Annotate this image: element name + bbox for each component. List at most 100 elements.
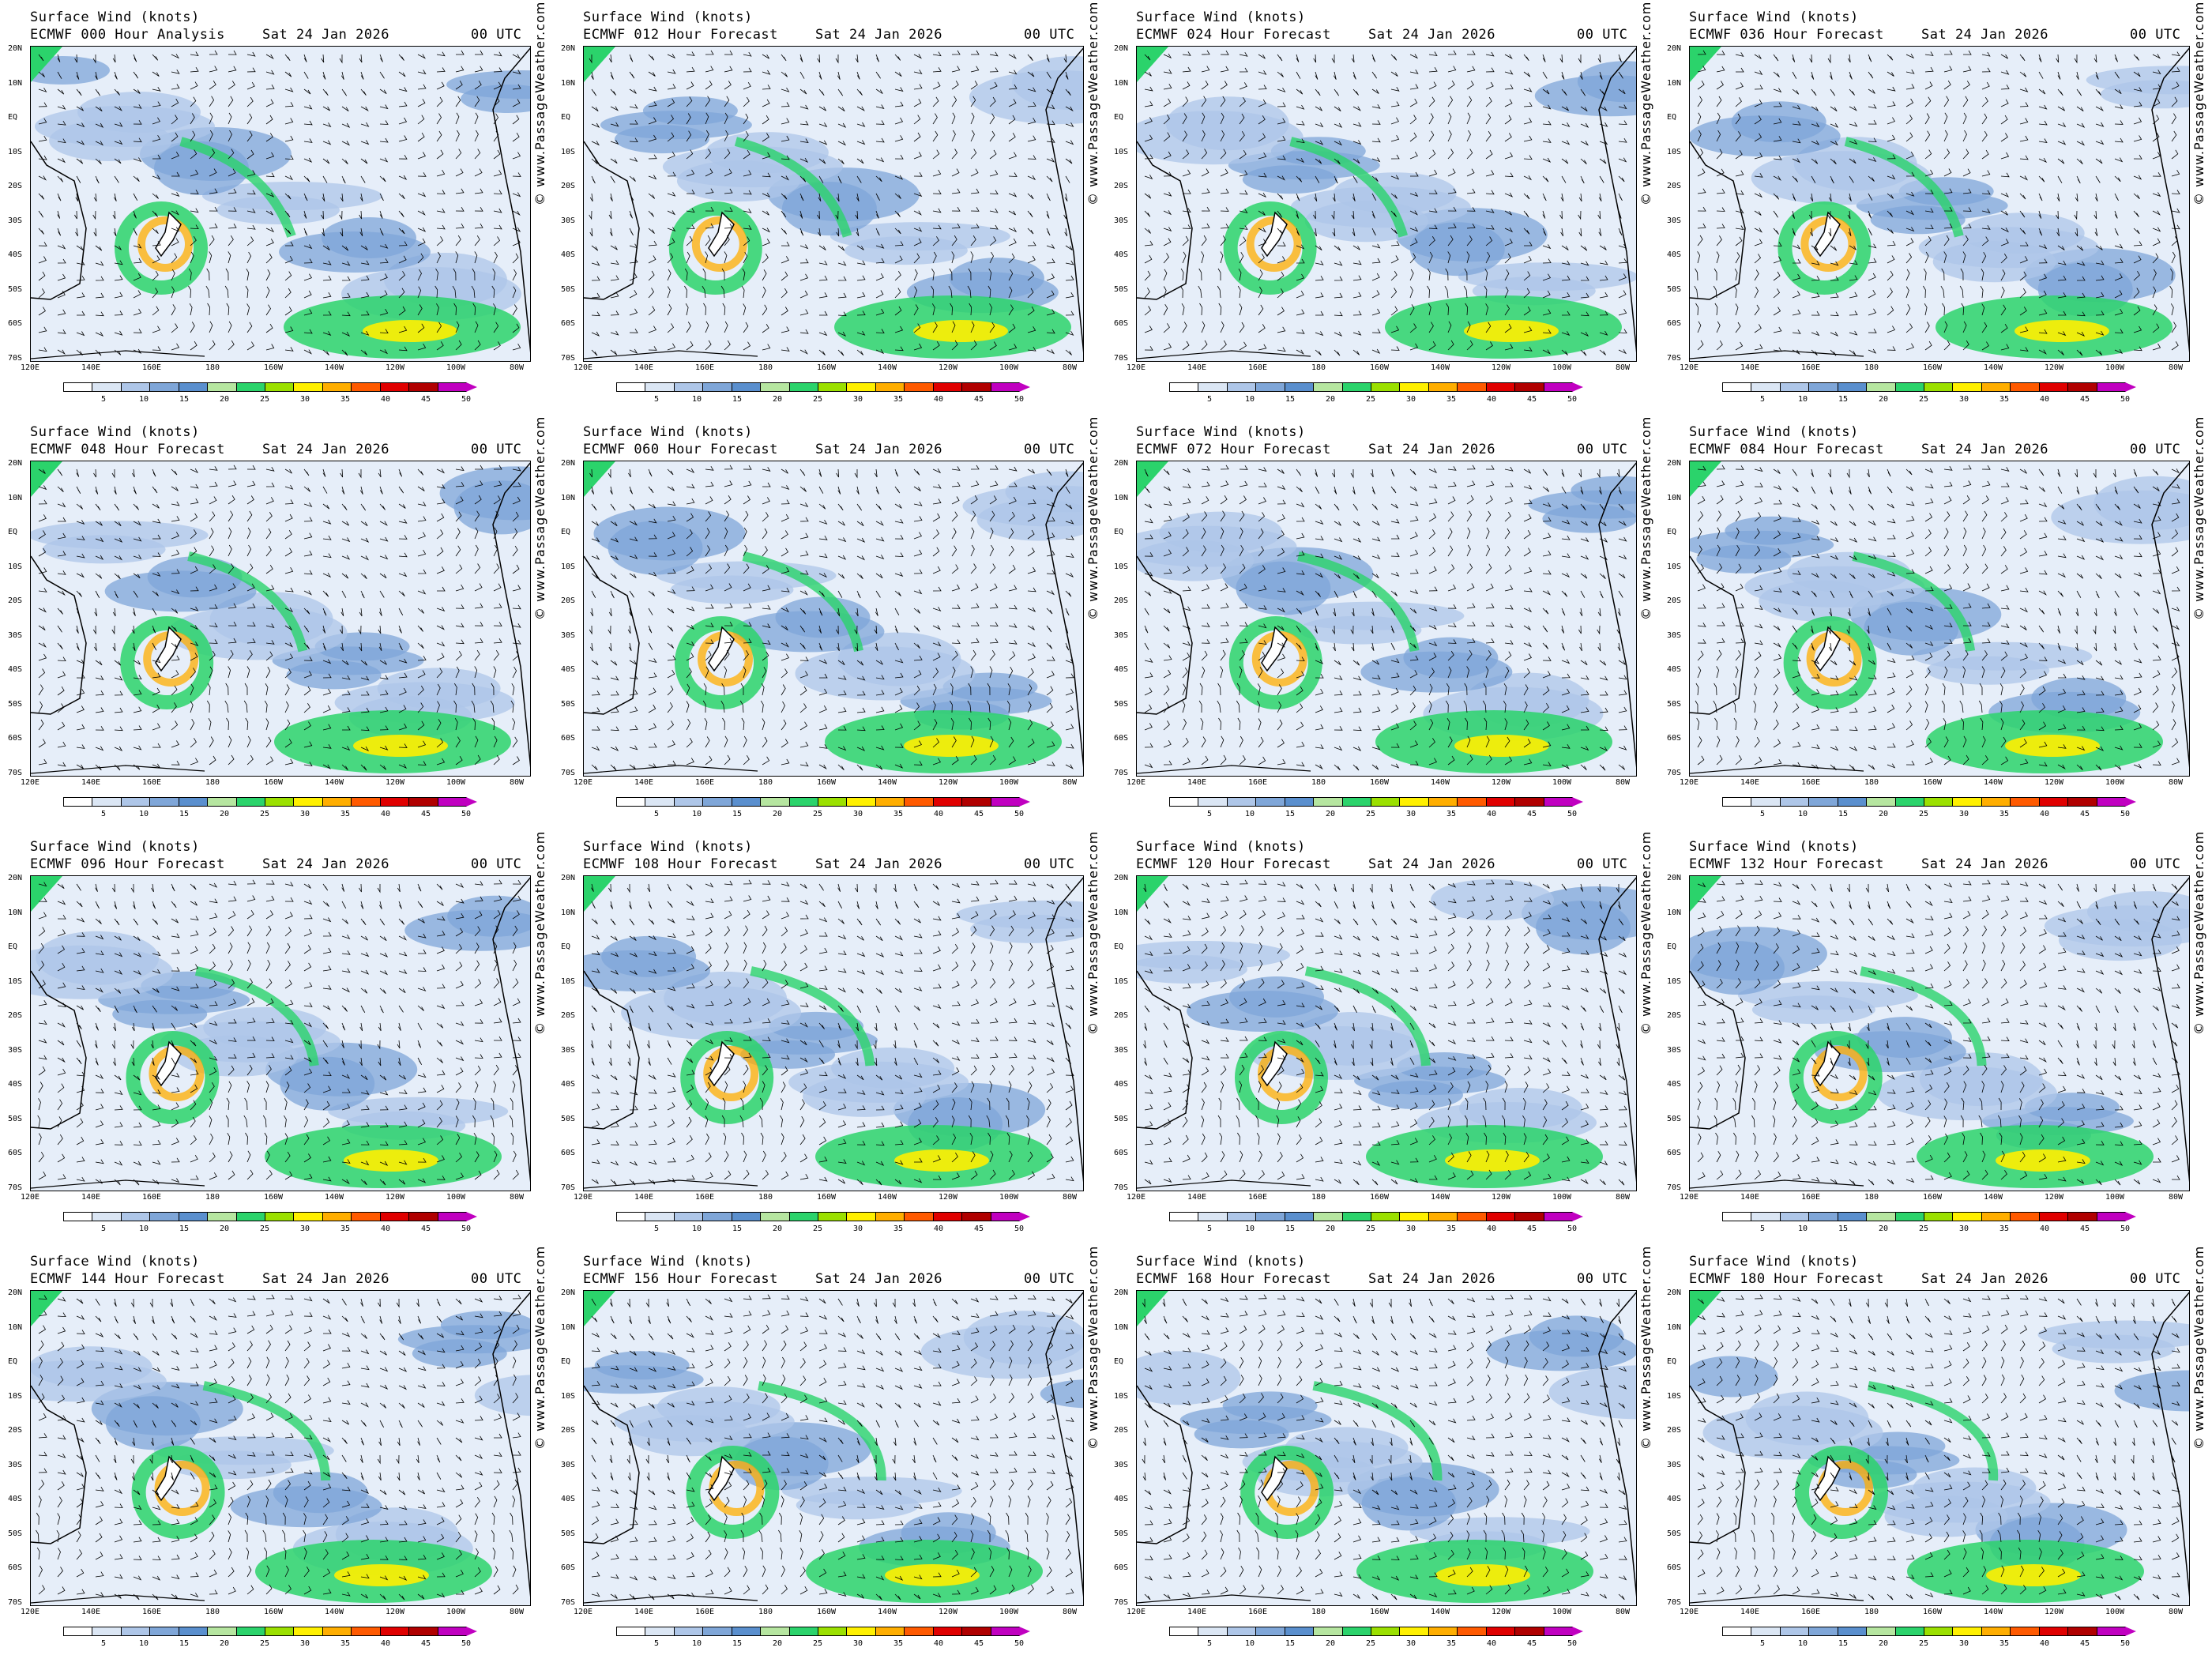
- wind-barb: [1735, 113, 1741, 125]
- wind-barb: [724, 149, 731, 160]
- wind-barb: [228, 130, 232, 142]
- wind-barb: [95, 573, 103, 579]
- colorbar-segment: [1169, 797, 1199, 807]
- wind-barb: [1144, 54, 1151, 61]
- wind-barb: [2152, 54, 2161, 59]
- wind-barb: [38, 653, 47, 661]
- wind-barb: [1046, 329, 1055, 334]
- wind-barb: [417, 269, 422, 281]
- wind-map: [1689, 461, 2190, 777]
- wind-barb: [2074, 210, 2078, 220]
- wind-barb: [1887, 255, 1895, 264]
- wind-barb: [152, 270, 159, 281]
- wind-barb: [1981, 209, 1991, 213]
- wind-barb: [2075, 228, 2078, 237]
- colorbar-label: 40: [2039, 810, 2050, 818]
- wind-barb: [322, 673, 332, 679]
- wind-barb: [2057, 88, 2063, 96]
- wind-barb: [493, 130, 499, 142]
- wind-barb: [171, 253, 178, 264]
- colorbar-segment: [92, 1212, 122, 1221]
- wind-barb: [610, 122, 619, 127]
- wind-barb: [1008, 344, 1018, 351]
- wind-barb: [453, 683, 457, 696]
- wind-barb: [190, 606, 199, 611]
- colorbar-segment: [379, 797, 410, 807]
- forecast-label: ECMWF 012 Hour Forecast: [583, 27, 778, 43]
- wind-barb: [1447, 251, 1451, 264]
- wind-barb: [152, 687, 160, 696]
- wind-barb: [95, 175, 100, 184]
- wind-barb: [455, 604, 465, 609]
- lon-tick-label: 180: [1311, 363, 1326, 372]
- wind-barb: [190, 668, 196, 679]
- wind-barb: [743, 251, 748, 264]
- wind-barb: [1277, 347, 1286, 352]
- wind-barb: [1428, 96, 1435, 107]
- colorbar-segment: [1255, 797, 1285, 807]
- wind-barb: [57, 349, 66, 355]
- wind-barb: [1220, 96, 1226, 107]
- colorbar-segment: [351, 797, 381, 807]
- colorbar-end-arrow: [1019, 797, 1030, 807]
- wind-barb: [2057, 175, 2063, 183]
- wind-barb: [1887, 325, 1895, 333]
- colorbar-segment: [1722, 797, 1752, 807]
- wind-barb: [303, 608, 310, 615]
- wind-barb: [1792, 71, 1797, 79]
- wind-barb: [455, 545, 461, 557]
- wind-barb: [1962, 224, 1972, 229]
- colorbar-segment: [265, 1212, 295, 1221]
- wind-barb: [474, 223, 483, 229]
- wind-barb: [818, 88, 825, 96]
- colorbar-segment: [2096, 382, 2126, 392]
- wind-barb: [705, 66, 714, 73]
- wind-speed-area: [844, 236, 968, 265]
- wind-barb: [799, 175, 807, 182]
- lat-tick-label: 20S: [8, 182, 23, 190]
- lon-tick-label: 140W: [877, 1193, 897, 1202]
- lon-tick-label: 120E: [20, 778, 40, 787]
- wind-barb: [667, 269, 672, 281]
- wind-barb: [629, 328, 638, 333]
- colorbar-label: 15: [1285, 395, 1296, 404]
- wind-barb: [1943, 96, 1950, 107]
- wind-barb: [2038, 88, 2046, 95]
- wind-barb: [359, 193, 363, 202]
- colorbar-segment: [760, 382, 790, 392]
- wind-barb: [1258, 228, 1266, 233]
- wind-barb: [436, 566, 445, 574]
- wind-barb: [2114, 71, 2120, 79]
- wind-barb: [1296, 329, 1305, 334]
- lat-tick-label: 20N: [8, 44, 23, 53]
- wind-barb: [417, 656, 427, 661]
- wind-barb: [1428, 81, 1437, 90]
- wind-barb: [951, 149, 958, 160]
- colorbar-label: 50: [1567, 810, 1578, 818]
- wind-barb: [398, 255, 407, 264]
- wind-barb: [1008, 323, 1016, 333]
- wind-barb: [1960, 268, 1964, 281]
- lat-tick-label: 60S: [1114, 319, 1129, 328]
- wind-barb: [1830, 349, 1837, 356]
- wind-barb: [284, 193, 292, 200]
- wind-barb: [1466, 50, 1476, 55]
- lon-tick-label: 140E: [1187, 363, 1207, 372]
- wind-barb: [1466, 112, 1471, 125]
- convergence-band: [734, 137, 852, 238]
- wind-barb: [2076, 106, 2084, 112]
- wind-barb: [1163, 114, 1170, 125]
- wind-barb: [132, 642, 136, 652]
- wind-barb: [855, 210, 859, 220]
- wind-barb: [837, 276, 847, 281]
- colorbar-label: 15: [1838, 810, 1849, 818]
- wind-barb: [648, 117, 656, 125]
- lat-tick-label: 10N: [8, 78, 23, 88]
- wind-barb: [190, 641, 199, 647]
- wind-barb: [1504, 70, 1514, 75]
- wind-barb: [246, 480, 256, 487]
- wind-barb: [648, 306, 656, 316]
- wind-barb: [1830, 261, 1839, 266]
- wind-barb: [837, 71, 841, 80]
- wind-barb: [322, 175, 328, 183]
